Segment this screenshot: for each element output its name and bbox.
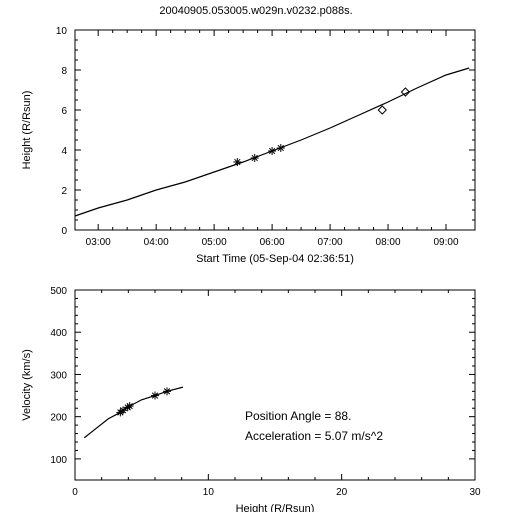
y-tick-label: 300 — [50, 370, 67, 381]
y-tick-label: 4 — [61, 146, 67, 157]
x-tick-label: 30 — [469, 487, 481, 498]
asterisk-marker — [163, 387, 171, 395]
asterisk-marker — [126, 402, 134, 410]
annotation-text: Acceleration = 5.07 m/s^2 — [245, 429, 383, 443]
x-tick-label: 07:00 — [318, 237, 343, 248]
y-tick-label: 8 — [61, 66, 67, 77]
plot-box — [75, 30, 475, 230]
asterisk-marker — [151, 392, 159, 400]
x-tick-label: 05:00 — [202, 237, 227, 248]
y-axis-label: Height (R/Rsun) — [21, 91, 33, 170]
y-axis-label: Velocity (km/s) — [21, 349, 33, 421]
y-tick-label: 200 — [50, 413, 67, 424]
y-tick-label: 500 — [50, 286, 67, 297]
fit-line — [75, 68, 469, 216]
y-tick-label: 10 — [56, 26, 68, 37]
y-tick-label: 0 — [61, 226, 67, 237]
asterisk-marker — [268, 147, 276, 155]
diamond-marker — [378, 106, 386, 114]
x-tick-label: 03:00 — [86, 237, 111, 248]
page-title: 20040905.053005.w029n.v0232.p088s. — [159, 5, 352, 17]
x-axis-label: Height (R/Rsun) — [236, 503, 315, 512]
fit-line — [84, 387, 183, 438]
x-axis-label: Start Time (05-Sep-04 02:36:51) — [196, 253, 354, 265]
y-tick-label: 6 — [61, 106, 67, 117]
y-tick-label: 100 — [50, 455, 67, 466]
x-tick-label: 09:00 — [433, 237, 458, 248]
x-tick-label: 04:00 — [144, 237, 169, 248]
x-tick-label: 10 — [203, 487, 215, 498]
x-tick-label: 08:00 — [376, 237, 401, 248]
annotation-text: Position Angle = 88. — [245, 409, 351, 423]
y-tick-label: 400 — [50, 328, 67, 339]
asterisk-marker — [233, 158, 241, 166]
velocity-height-chart: 0 10 20 30 100 200 300 400 500 Height (R/Rsun) Vel… — [21, 286, 481, 512]
x-tick-label: 20 — [336, 487, 348, 498]
plot-box — [75, 290, 475, 480]
x-tick-label: 06:00 — [260, 237, 285, 248]
height-time-chart: 03:00 04:00 05:00 06:00 07:00 08:00 09:00 0 2 4 6 8… — [21, 26, 475, 265]
y-tick-label: 2 — [61, 186, 67, 197]
x-tick-label: 0 — [72, 487, 78, 498]
asterisk-marker — [251, 154, 259, 162]
asterisk-marker — [277, 144, 285, 152]
